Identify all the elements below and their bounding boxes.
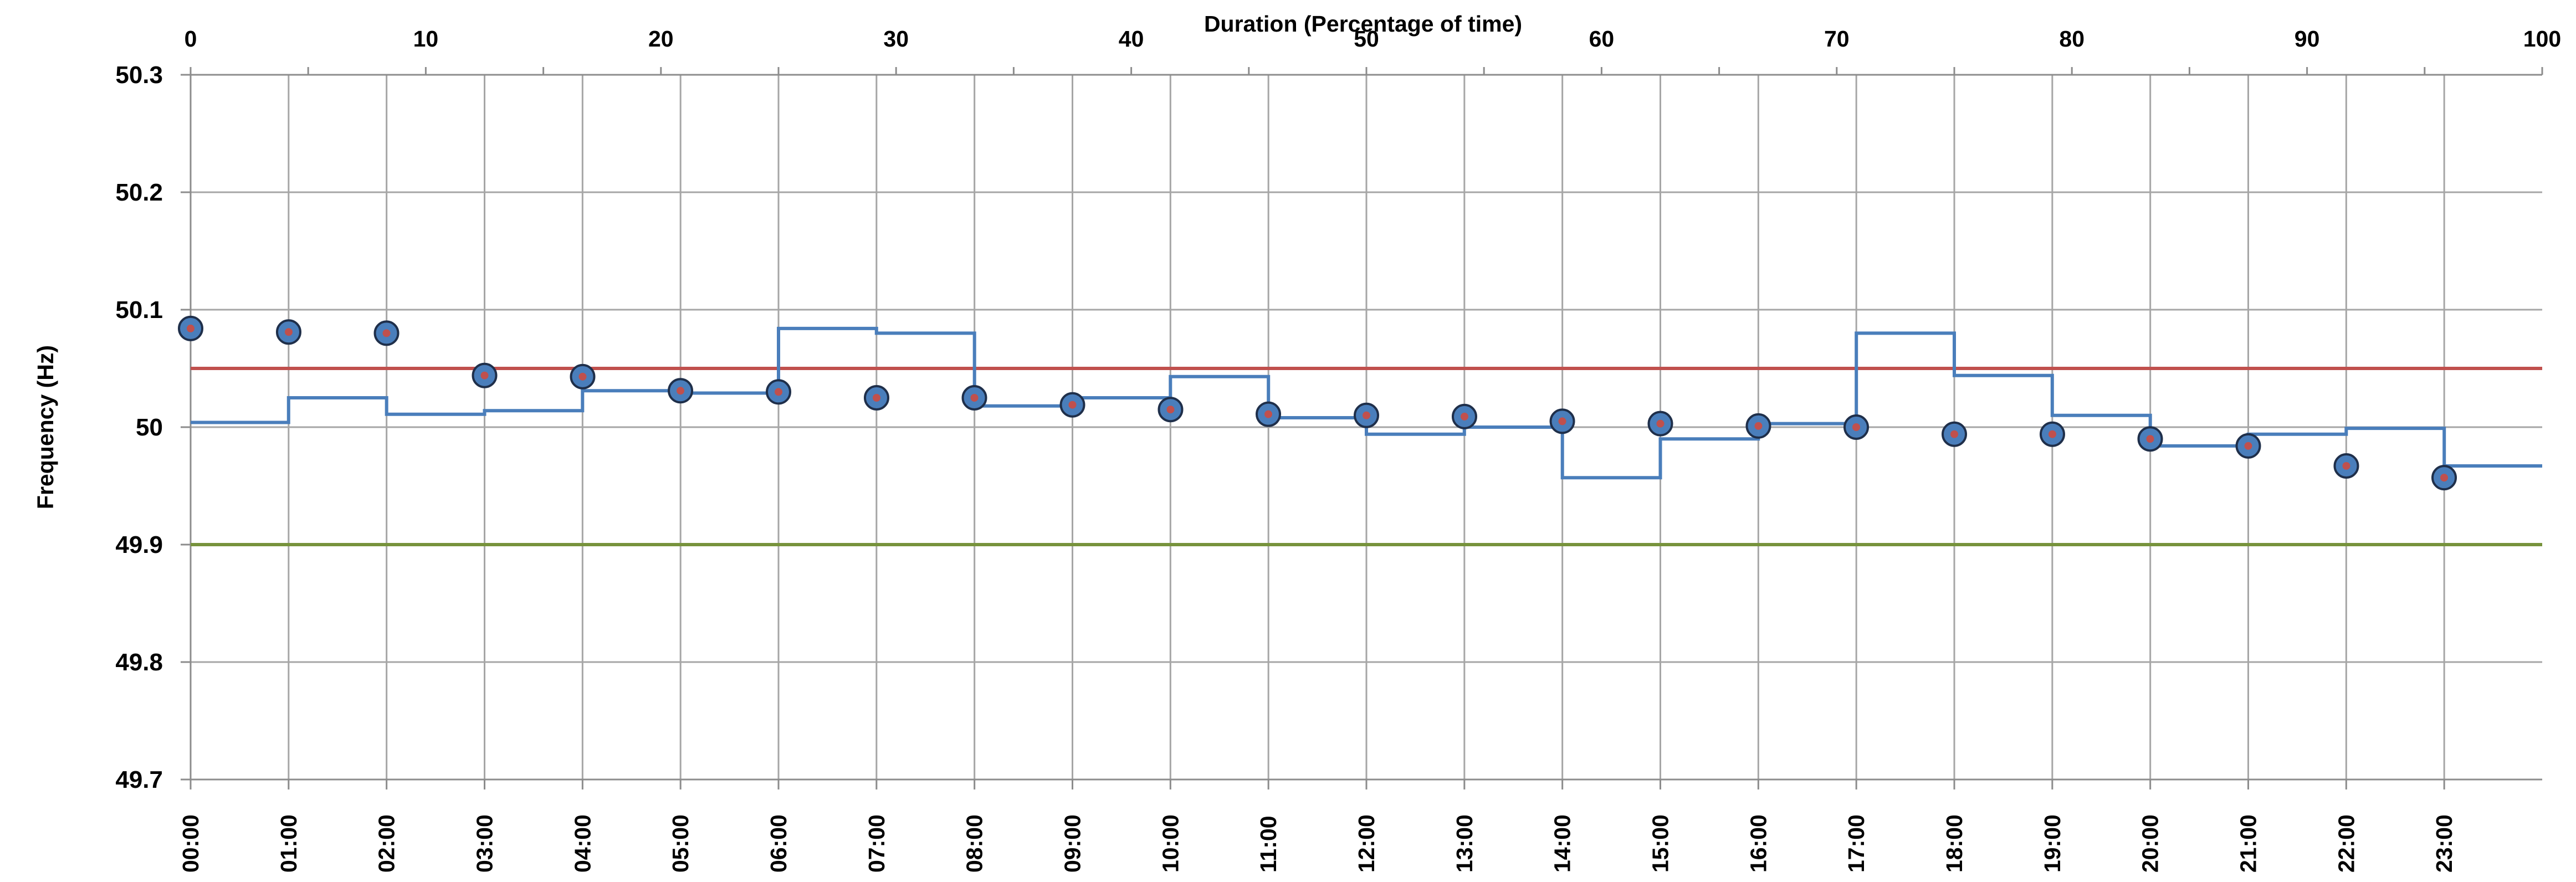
x2-tick-label: 0 [185,26,197,52]
x2-tick-label: 80 [2059,26,2085,52]
duration-point [2235,433,2261,459]
x-tick-label: 22:00 [2333,814,2359,873]
duration-point [1354,402,1379,428]
duration-point [2431,465,2457,491]
x-tick-label: 19:00 [2040,814,2065,873]
duration-point-center [187,324,194,332]
duration-point-center [1754,422,1763,430]
x2-tick-label: 30 [883,26,909,52]
x-tick-label: 13:00 [1452,814,1477,873]
y-tick-label: 50.1 [115,296,163,324]
x2-tick-label: 100 [2523,26,2561,52]
x-tick-label: 18:00 [1942,814,1967,873]
y-tick-label: 50 [136,414,163,441]
duration-point-center [2244,442,2252,450]
duration-point [668,378,694,404]
x-tick-label: 06:00 [766,814,791,873]
x-tick-label: 09:00 [1060,814,1085,873]
y-tick-label: 49.9 [115,531,163,558]
duration-point-center [1460,412,1468,421]
x2-tick-label: 50 [1354,26,1379,52]
duration-point-center [1950,430,1958,438]
x-tick-label: 23:00 [2431,814,2457,873]
duration-point [863,385,889,411]
x-tick-label: 04:00 [570,814,595,873]
duration-point [1647,411,1673,437]
y-tick-label: 50.2 [115,179,163,206]
duration-point-center [1656,419,1665,428]
duration-point-center [775,388,782,396]
x-tick-label: 02:00 [374,814,400,873]
y-tick-label: 49.8 [115,649,163,676]
x-tick-label: 01:00 [276,814,301,873]
x-tick-label: 10:00 [1158,814,1183,873]
x-tick-label: 00:00 [178,814,203,873]
x-tick-label: 15:00 [1648,814,1673,873]
duration-point-center [1068,401,1077,409]
duration-point-center [2146,435,2154,443]
x-tick-label: 20:00 [2138,814,2163,873]
duration-point-center [2048,430,2056,438]
duration-point-center [284,328,293,336]
duration-point [1843,414,1870,440]
duration-point [2137,426,2163,452]
duration-point-center [1166,406,1175,414]
x2-axis-title: Duration (Percentage of time) [1204,11,1522,37]
duration-point-center [382,329,391,337]
duration-point [2039,421,2065,447]
duration-point [1451,403,1477,429]
x-tick-label: 16:00 [1745,814,1771,873]
duration-point-center [677,387,685,395]
x-tick-label: 05:00 [668,814,693,873]
y-tick-label: 49.7 [115,766,163,793]
duration-point [373,320,400,346]
x-tick-label: 14:00 [1550,814,1575,873]
x-tick-label: 12:00 [1354,814,1379,873]
duration-point [1256,401,1282,427]
x-tick-label: 08:00 [962,814,987,873]
x-tick-label: 07:00 [864,814,889,873]
duration-point-center [480,371,489,380]
x2-tick-label: 90 [2295,26,2320,52]
x-tick-label: 11:00 [1256,816,1281,873]
duration-point [766,379,791,405]
duration-point-center [1558,417,1566,425]
x-tick-label: 17:00 [1843,814,1869,873]
duration-point [961,385,987,411]
duration-point-center [1852,423,1861,431]
duration-point [472,362,498,388]
duration-point-center [2342,461,2350,470]
duration-point-center [1363,411,1370,419]
x-tick-label: 03:00 [472,814,498,873]
duration-point [178,315,203,341]
duration-point [1942,421,1967,447]
duration-point [570,363,596,389]
x2-tick-label: 10 [413,26,439,52]
duration-point-center [970,394,979,402]
duration-point [1549,408,1575,434]
duration-point [1059,392,1085,418]
duration-point-center [1264,410,1273,418]
x-tick-label: 21:00 [2236,814,2261,873]
y-axis-title: Frequency (Hz) [33,345,58,509]
x2-tick-label: 60 [1589,26,1615,52]
x2-tick-label: 40 [1119,26,1144,52]
duration-point [1158,397,1184,423]
x2-tick-label: 20 [648,26,674,52]
duration-point-center [578,372,587,381]
duration-point [275,319,301,345]
x2-tick-label: 70 [1824,26,1850,52]
duration-point-center [872,394,880,402]
duration-point [1745,413,1771,439]
y-tick-label: 50.3 [115,61,163,89]
duration-point-center [2440,474,2449,482]
duration-point [2333,453,2359,479]
